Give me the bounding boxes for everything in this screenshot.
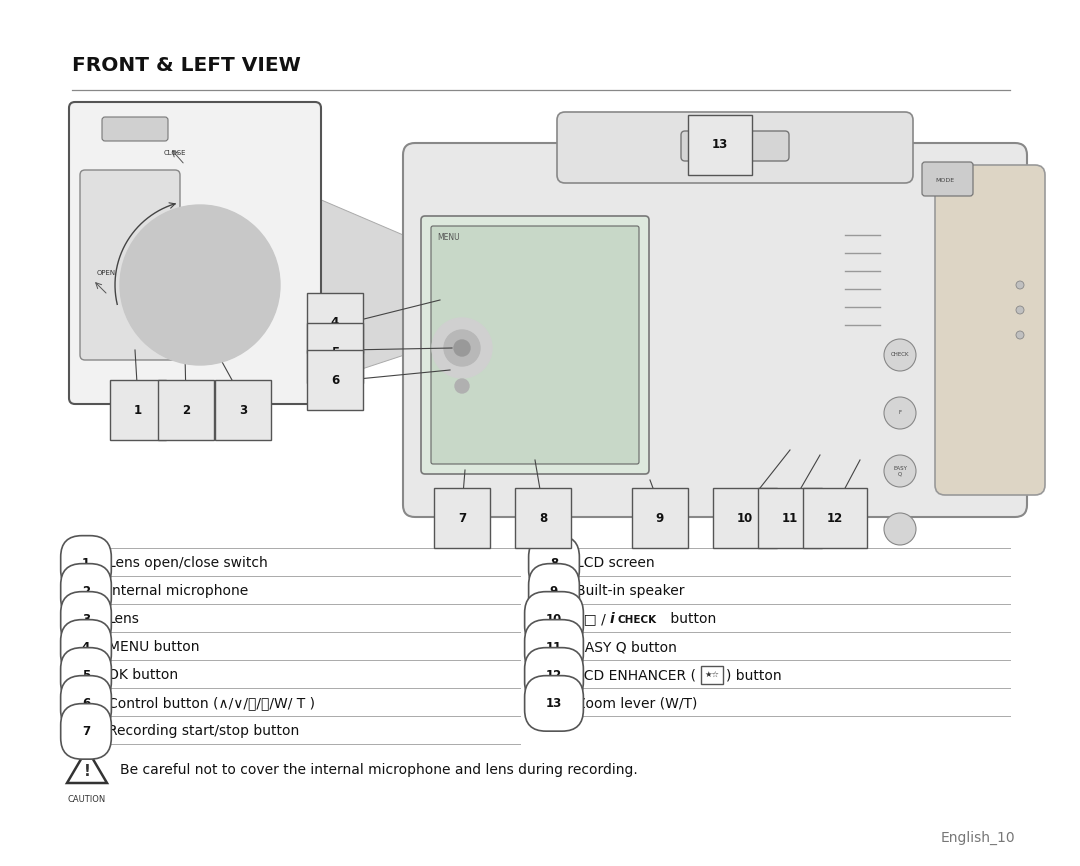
Text: 11: 11	[545, 641, 562, 654]
Text: 3: 3	[82, 613, 90, 626]
Circle shape	[455, 379, 469, 393]
Text: LCD ENHANCER (: LCD ENHANCER (	[576, 669, 696, 682]
Text: Lens: Lens	[108, 612, 140, 626]
Text: EASY Q button: EASY Q button	[576, 640, 677, 655]
Text: Zoom lever (W/T): Zoom lever (W/T)	[576, 696, 698, 710]
Text: 2: 2	[181, 404, 190, 417]
Circle shape	[454, 340, 470, 356]
FancyBboxPatch shape	[102, 117, 168, 141]
Circle shape	[885, 339, 916, 371]
Text: CHECK: CHECK	[618, 616, 657, 625]
Text: Control button (∧/∨/〈/〉/W/ T ): Control button (∧/∨/〈/〉/W/ T )	[108, 696, 315, 710]
Text: Lens open/close switch: Lens open/close switch	[108, 556, 268, 571]
Circle shape	[885, 513, 916, 545]
Text: 8: 8	[539, 512, 548, 525]
Text: 3: 3	[239, 404, 247, 417]
Circle shape	[444, 330, 480, 366]
Text: CAUTION: CAUTION	[68, 795, 106, 804]
Text: 4: 4	[82, 641, 90, 654]
Circle shape	[432, 318, 492, 378]
Circle shape	[885, 397, 916, 429]
Text: 10: 10	[545, 613, 562, 626]
Text: 12: 12	[545, 669, 562, 682]
Circle shape	[885, 455, 916, 487]
FancyBboxPatch shape	[69, 102, 321, 404]
FancyBboxPatch shape	[681, 131, 789, 161]
Text: F: F	[899, 410, 902, 416]
Text: MENU button: MENU button	[108, 640, 200, 655]
Text: 11: 11	[782, 512, 798, 525]
FancyBboxPatch shape	[935, 165, 1045, 495]
Text: 9: 9	[656, 512, 664, 525]
Polygon shape	[67, 749, 107, 783]
Text: CHECK: CHECK	[891, 352, 909, 358]
Text: !: !	[83, 765, 91, 779]
Text: 6: 6	[330, 373, 339, 386]
Circle shape	[136, 221, 264, 349]
Text: 1: 1	[82, 557, 90, 570]
Text: 12: 12	[827, 512, 843, 525]
Text: 4: 4	[330, 316, 339, 329]
Circle shape	[1016, 306, 1024, 314]
Circle shape	[1016, 331, 1024, 339]
Text: 9: 9	[550, 585, 558, 598]
FancyBboxPatch shape	[421, 216, 649, 474]
Circle shape	[190, 275, 210, 295]
Text: FRONT & LEFT VIEW: FRONT & LEFT VIEW	[72, 56, 301, 75]
FancyBboxPatch shape	[80, 170, 180, 360]
FancyBboxPatch shape	[403, 143, 1027, 517]
FancyBboxPatch shape	[922, 162, 973, 196]
Text: OPEN: OPEN	[97, 270, 117, 276]
FancyBboxPatch shape	[557, 112, 913, 183]
Text: Recording start/stop button: Recording start/stop button	[108, 724, 299, 739]
Text: 13: 13	[545, 697, 562, 710]
Text: English_10: English_10	[941, 830, 1015, 845]
Text: ▮□ /: ▮□ /	[576, 612, 610, 626]
Circle shape	[120, 205, 280, 365]
Text: 10: 10	[737, 512, 753, 525]
Text: OK button: OK button	[108, 669, 178, 682]
Text: 6: 6	[82, 697, 90, 710]
Text: 5: 5	[82, 669, 90, 682]
Text: Be careful not to cover the internal microphone and lens during recording.: Be careful not to cover the internal mic…	[120, 763, 638, 777]
Text: ★☆: ★☆	[704, 671, 719, 680]
Text: 2: 2	[82, 585, 90, 598]
Text: 13: 13	[712, 139, 728, 152]
Text: i: i	[610, 612, 615, 626]
Text: 8: 8	[550, 557, 558, 570]
Circle shape	[150, 235, 249, 335]
Text: 1: 1	[134, 404, 143, 417]
Text: CLOSE: CLOSE	[164, 150, 186, 156]
Text: button: button	[666, 612, 716, 626]
Circle shape	[164, 249, 237, 321]
FancyBboxPatch shape	[431, 226, 639, 464]
Text: MENU: MENU	[437, 233, 460, 242]
Circle shape	[1016, 281, 1024, 289]
FancyBboxPatch shape	[701, 667, 723, 684]
Text: Internal microphone: Internal microphone	[108, 585, 248, 598]
Text: LCD screen: LCD screen	[576, 556, 654, 571]
Text: EASY
Q: EASY Q	[893, 466, 907, 476]
Text: 7: 7	[458, 512, 467, 525]
Text: ) button: ) button	[726, 669, 782, 682]
Polygon shape	[298, 190, 450, 390]
Text: MODE: MODE	[935, 178, 955, 183]
Text: 7: 7	[82, 725, 90, 738]
Circle shape	[178, 263, 222, 307]
Text: 5: 5	[330, 346, 339, 359]
Text: Built-in speaker: Built-in speaker	[576, 585, 685, 598]
